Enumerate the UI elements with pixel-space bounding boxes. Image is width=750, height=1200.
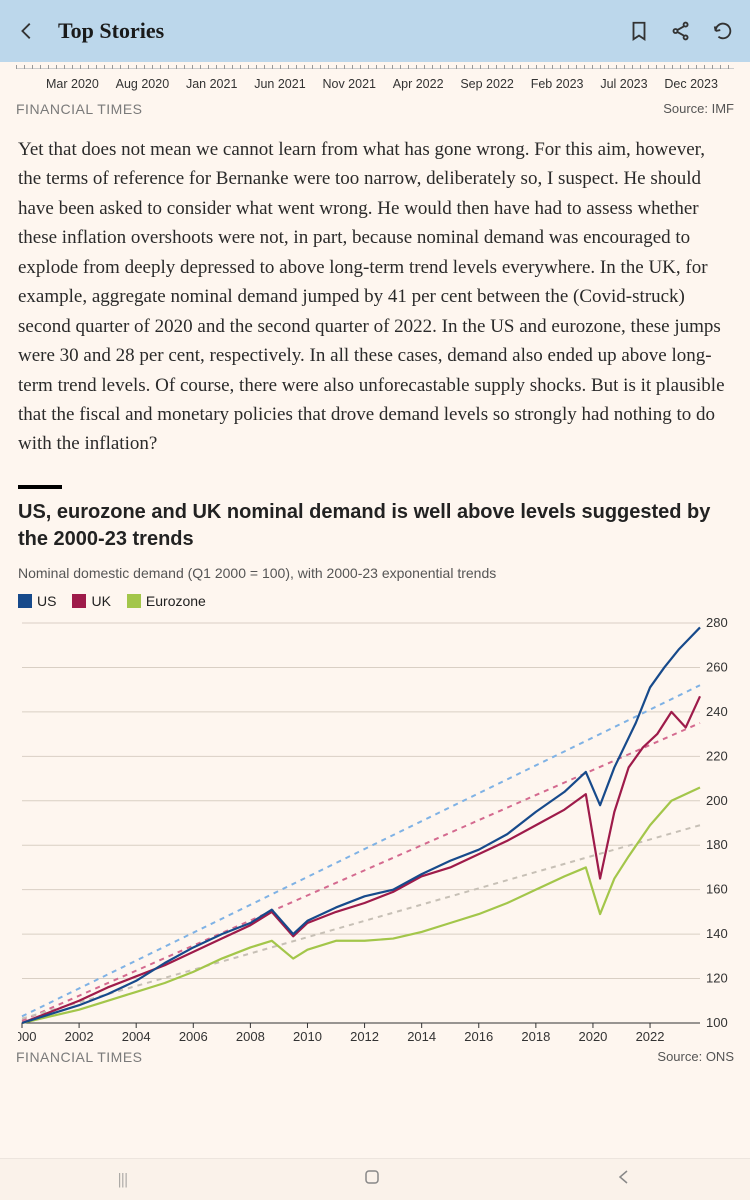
home-button[interactable]: [364, 1169, 380, 1190]
svg-text:180: 180: [706, 837, 728, 852]
xaxis-tick: Mar 2020: [46, 77, 99, 91]
svg-text:2010: 2010: [293, 1029, 322, 1044]
svg-text:240: 240: [706, 704, 728, 719]
ft-brand: FINANCIAL TIMES: [16, 1049, 143, 1065]
xaxis-tick: Nov 2021: [322, 77, 376, 91]
svg-text:2014: 2014: [407, 1029, 436, 1044]
legend-label: UK: [91, 593, 110, 609]
legend-item-uk: UK: [72, 593, 110, 609]
svg-text:280: 280: [706, 617, 728, 630]
svg-text:2016: 2016: [464, 1029, 493, 1044]
svg-text:260: 260: [706, 659, 728, 674]
app-header: Top Stories: [0, 0, 750, 62]
svg-text:2000: 2000: [18, 1029, 36, 1044]
upper-source-row: FINANCIAL TIMES Source: IMF: [0, 95, 750, 131]
svg-text:2008: 2008: [236, 1029, 265, 1044]
swatch-uk: [72, 594, 86, 608]
svg-text:200: 200: [706, 793, 728, 808]
swatch-us: [18, 594, 32, 608]
svg-text:100: 100: [706, 1015, 728, 1030]
header-title[interactable]: Top Stories: [58, 18, 608, 44]
source-label: Source: ONS: [657, 1049, 734, 1065]
chart-svg: 100 120 140 160 180 200 220 240 260 280 2000 2002 20…: [18, 617, 732, 1047]
chart-legend: US UK Eurozone: [0, 593, 750, 617]
nav-back-button[interactable]: [616, 1169, 632, 1190]
legend-item-eurozone: Eurozone: [127, 593, 206, 609]
xaxis-tick: Sep 2022: [460, 77, 514, 91]
recent-apps-button[interactable]: |||: [118, 1171, 128, 1189]
refresh-icon[interactable]: [712, 20, 734, 42]
svg-text:2004: 2004: [122, 1029, 151, 1044]
svg-text:2012: 2012: [350, 1029, 379, 1044]
chart-title: US, eurozone and UK nominal demand is we…: [0, 499, 750, 561]
svg-text:160: 160: [706, 881, 728, 896]
xaxis-tick: Apr 2022: [393, 77, 444, 91]
svg-text:120: 120: [706, 970, 728, 985]
xaxis-tick: Jun 2021: [254, 77, 305, 91]
section-rule: [18, 485, 62, 489]
legend-label: US: [37, 593, 56, 609]
svg-text:220: 220: [706, 748, 728, 763]
source-label: Source: IMF: [663, 101, 734, 117]
svg-text:2018: 2018: [521, 1029, 550, 1044]
article-body: Yet that does not mean we cannot learn f…: [0, 131, 750, 477]
xaxis-tick: Jul 2023: [600, 77, 647, 91]
previous-chart-xaxis: Mar 2020 Aug 2020 Jan 2021 Jun 2021 Nov …: [16, 68, 734, 95]
system-nav-bar: |||: [0, 1158, 750, 1200]
swatch-eurozone: [127, 594, 141, 608]
legend-item-us: US: [18, 593, 56, 609]
lower-source-row: FINANCIAL TIMES Source: ONS: [0, 1047, 750, 1079]
svg-text:2022: 2022: [636, 1029, 665, 1044]
svg-text:2020: 2020: [578, 1029, 607, 1044]
xaxis-tick: Feb 2023: [531, 77, 584, 91]
svg-text:140: 140: [706, 926, 728, 941]
xaxis-tick: Dec 2023: [664, 77, 718, 91]
back-icon[interactable]: [16, 20, 38, 42]
svg-text:2002: 2002: [65, 1029, 94, 1044]
xaxis-tick: Jan 2021: [186, 77, 237, 91]
legend-label: Eurozone: [146, 593, 206, 609]
svg-text:2006: 2006: [179, 1029, 208, 1044]
nominal-demand-chart: 100 120 140 160 180 200 220 240 260 280 2000 2002 20…: [18, 617, 732, 1047]
bookmark-icon[interactable]: [628, 20, 650, 42]
share-icon[interactable]: [670, 20, 692, 42]
chart-subtitle: Nominal domestic demand (Q1 2000 = 100),…: [0, 561, 750, 593]
ft-brand: FINANCIAL TIMES: [16, 101, 143, 117]
xaxis-tick: Aug 2020: [116, 77, 170, 91]
